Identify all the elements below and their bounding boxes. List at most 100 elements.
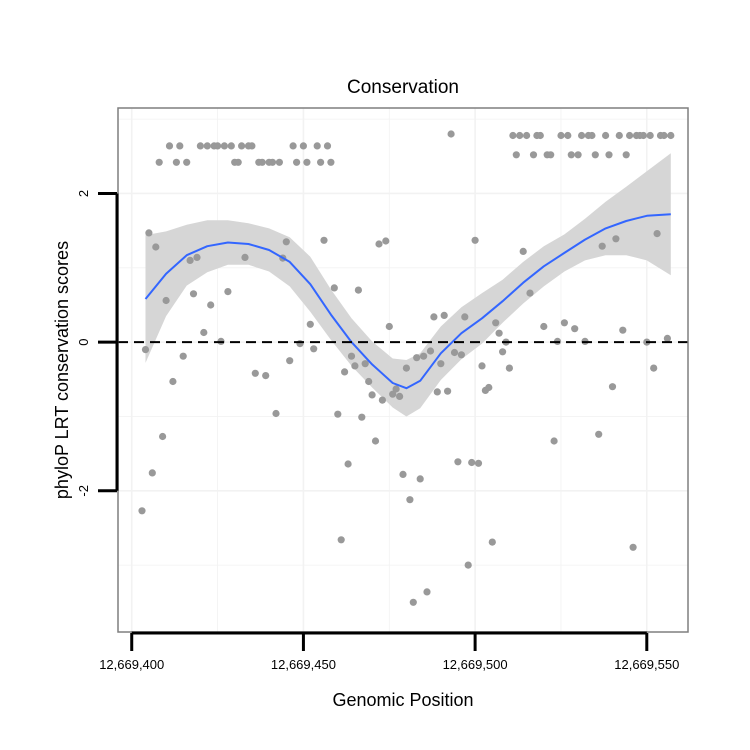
data-point [440, 311, 448, 319]
data-point [529, 151, 538, 159]
data-point [399, 470, 407, 478]
data-point [368, 391, 376, 399]
data-point [179, 352, 187, 360]
x-tick-label: 12,669,400 [99, 657, 164, 672]
data-point [341, 368, 349, 376]
data-point [365, 377, 373, 386]
data-point [251, 369, 259, 377]
data-point [375, 240, 383, 248]
data-point [639, 131, 648, 140]
data-point [406, 496, 414, 504]
data-point [560, 319, 569, 327]
data-point [189, 290, 198, 298]
data-point [409, 598, 417, 606]
data-point [622, 151, 630, 159]
data-point [450, 348, 459, 357]
data-point [361, 360, 369, 368]
data-point [196, 142, 204, 150]
data-point [176, 142, 184, 150]
data-point [629, 543, 637, 551]
data-point [402, 364, 410, 372]
data-point [509, 131, 517, 140]
y-axis-label: phyloP LRT conservation scores [52, 241, 72, 499]
data-point [138, 507, 146, 515]
data-point [540, 322, 548, 331]
data-point [430, 313, 438, 321]
data-point [296, 340, 304, 348]
data-point [351, 362, 359, 370]
data-point [605, 151, 613, 159]
data-point [172, 158, 180, 166]
data-point [347, 352, 356, 360]
data-point [323, 142, 332, 150]
data-point [358, 413, 366, 421]
data-point [426, 347, 435, 355]
data-point [317, 158, 325, 166]
data-point [433, 388, 441, 396]
data-point [564, 131, 572, 140]
data-point [214, 142, 222, 150]
smooth-fit-line [144, 213, 671, 390]
data-point [207, 301, 215, 309]
data-point [650, 364, 658, 372]
data-point [389, 390, 397, 398]
x-tick-label: 12,669,450 [271, 657, 336, 672]
data-point [241, 253, 249, 261]
data-point [354, 286, 362, 294]
data-point [262, 372, 270, 380]
confidence-band [145, 153, 671, 417]
data-point [468, 458, 476, 467]
data-point [344, 460, 352, 468]
data-point [660, 131, 668, 140]
data-point [526, 289, 534, 297]
data-point [567, 151, 575, 159]
data-point [626, 131, 634, 140]
data-point [268, 158, 277, 166]
data-point [378, 396, 386, 404]
data-point [519, 247, 527, 255]
data-point [334, 410, 342, 418]
data-point [663, 334, 672, 342]
data-point [169, 377, 177, 386]
data-point [574, 151, 582, 159]
data-point [547, 151, 555, 159]
data-point [234, 158, 242, 166]
data-point [578, 131, 586, 140]
x-tick-label: 12,669,500 [443, 657, 508, 672]
data-point [193, 253, 201, 261]
data-point [392, 385, 400, 393]
y-tick-label: 2 [76, 190, 91, 197]
data-point [667, 131, 675, 140]
data-point [646, 131, 654, 140]
data-point [224, 288, 232, 296]
data-point [227, 142, 235, 150]
data-point [505, 364, 513, 372]
x-axis: 12,669,400 12,669,450 12,669,500 12,669,550 [99, 631, 679, 672]
data-point [485, 383, 493, 392]
x-axis-label: Genomic Position [332, 690, 473, 710]
data-point [200, 328, 208, 337]
data-point [310, 345, 318, 353]
data-point [420, 352, 428, 360]
data-point [474, 459, 483, 467]
data-point [330, 284, 338, 292]
data-point [615, 131, 623, 140]
data-point [313, 142, 321, 150]
data-point [471, 236, 479, 244]
data-point [303, 158, 311, 166]
data-point [602, 131, 610, 140]
data-point [248, 142, 256, 150]
data-point [512, 151, 520, 159]
y-axis: -2 0 2 [76, 190, 119, 497]
confidence-band-layer [145, 153, 671, 417]
smooth-line-layer [144, 213, 671, 390]
data-point [152, 243, 160, 251]
data-point [165, 142, 174, 150]
data-point [608, 383, 617, 391]
data-point [653, 230, 661, 238]
y-tick-label: -2 [76, 485, 91, 497]
data-point [289, 142, 297, 150]
data-point [145, 229, 153, 237]
data-point [550, 437, 558, 445]
